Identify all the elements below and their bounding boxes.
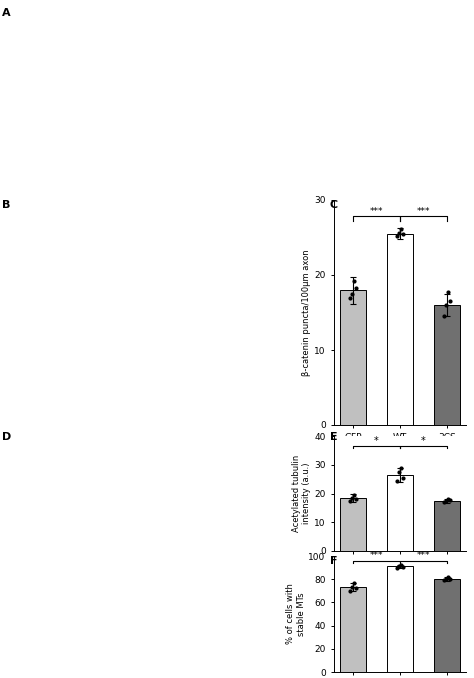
Bar [340,498,366,551]
Bar [387,475,413,551]
Bar [340,587,366,672]
Bar [340,290,366,425]
Text: B: B [2,200,10,210]
Bar [387,566,413,672]
Text: *: * [421,436,426,446]
Y-axis label: % of cells with
stable MTs: % of cells with stable MTs [286,584,306,644]
Text: ***: *** [370,551,383,561]
Text: C: C [330,200,338,210]
Bar [434,579,460,672]
Bar [434,305,460,425]
Text: D: D [2,432,11,442]
Y-axis label: β-catenin puncta/100μm axon: β-catenin puncta/100μm axon [302,250,311,376]
Text: ***: *** [417,551,430,561]
Text: E: E [330,432,337,442]
Text: A: A [2,8,10,18]
Y-axis label: Acetylated tubulin
intensity (a.u.): Acetylated tubulin intensity (a.u.) [292,455,311,532]
Text: *: * [374,436,379,446]
Text: ***: *** [417,207,430,216]
Bar [434,500,460,551]
Text: F: F [330,556,337,566]
Bar [387,234,413,425]
Text: ***: *** [370,207,383,216]
